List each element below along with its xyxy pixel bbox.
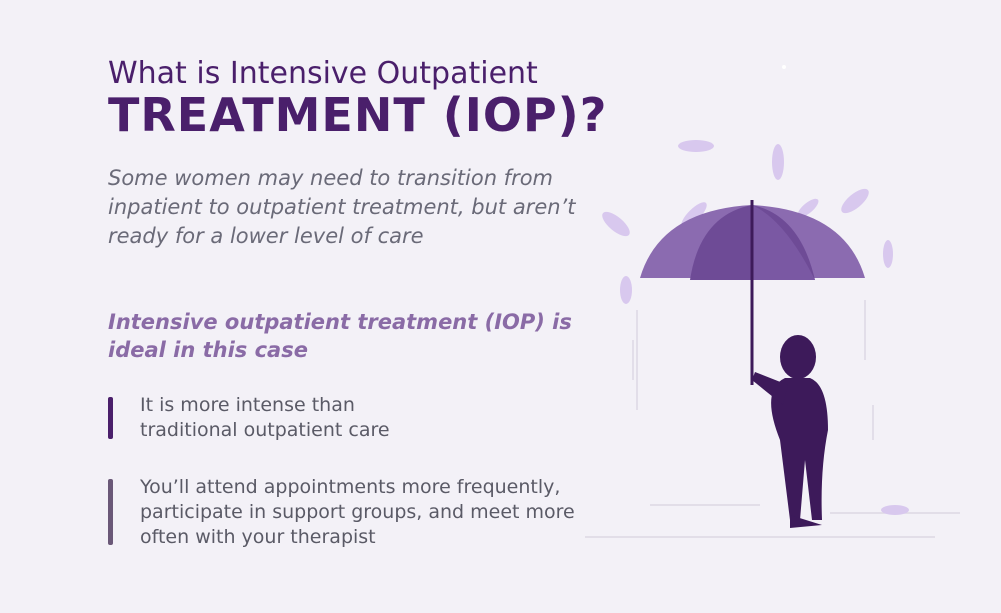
section-heading: Intensive outpatient treatment (IOP) is … xyxy=(108,310,572,362)
title-line2: TREATMENT (IOP)? xyxy=(108,88,608,142)
point: You’ll attend appointments more frequent… xyxy=(140,476,575,548)
point-bar xyxy=(108,479,113,545)
point-bar xyxy=(108,397,113,439)
intro: Some women may need to transition from i… xyxy=(108,166,576,248)
title-line1: What is Intensive Outpatient xyxy=(108,56,538,91)
point: It is more intense than traditional outp… xyxy=(140,394,390,441)
